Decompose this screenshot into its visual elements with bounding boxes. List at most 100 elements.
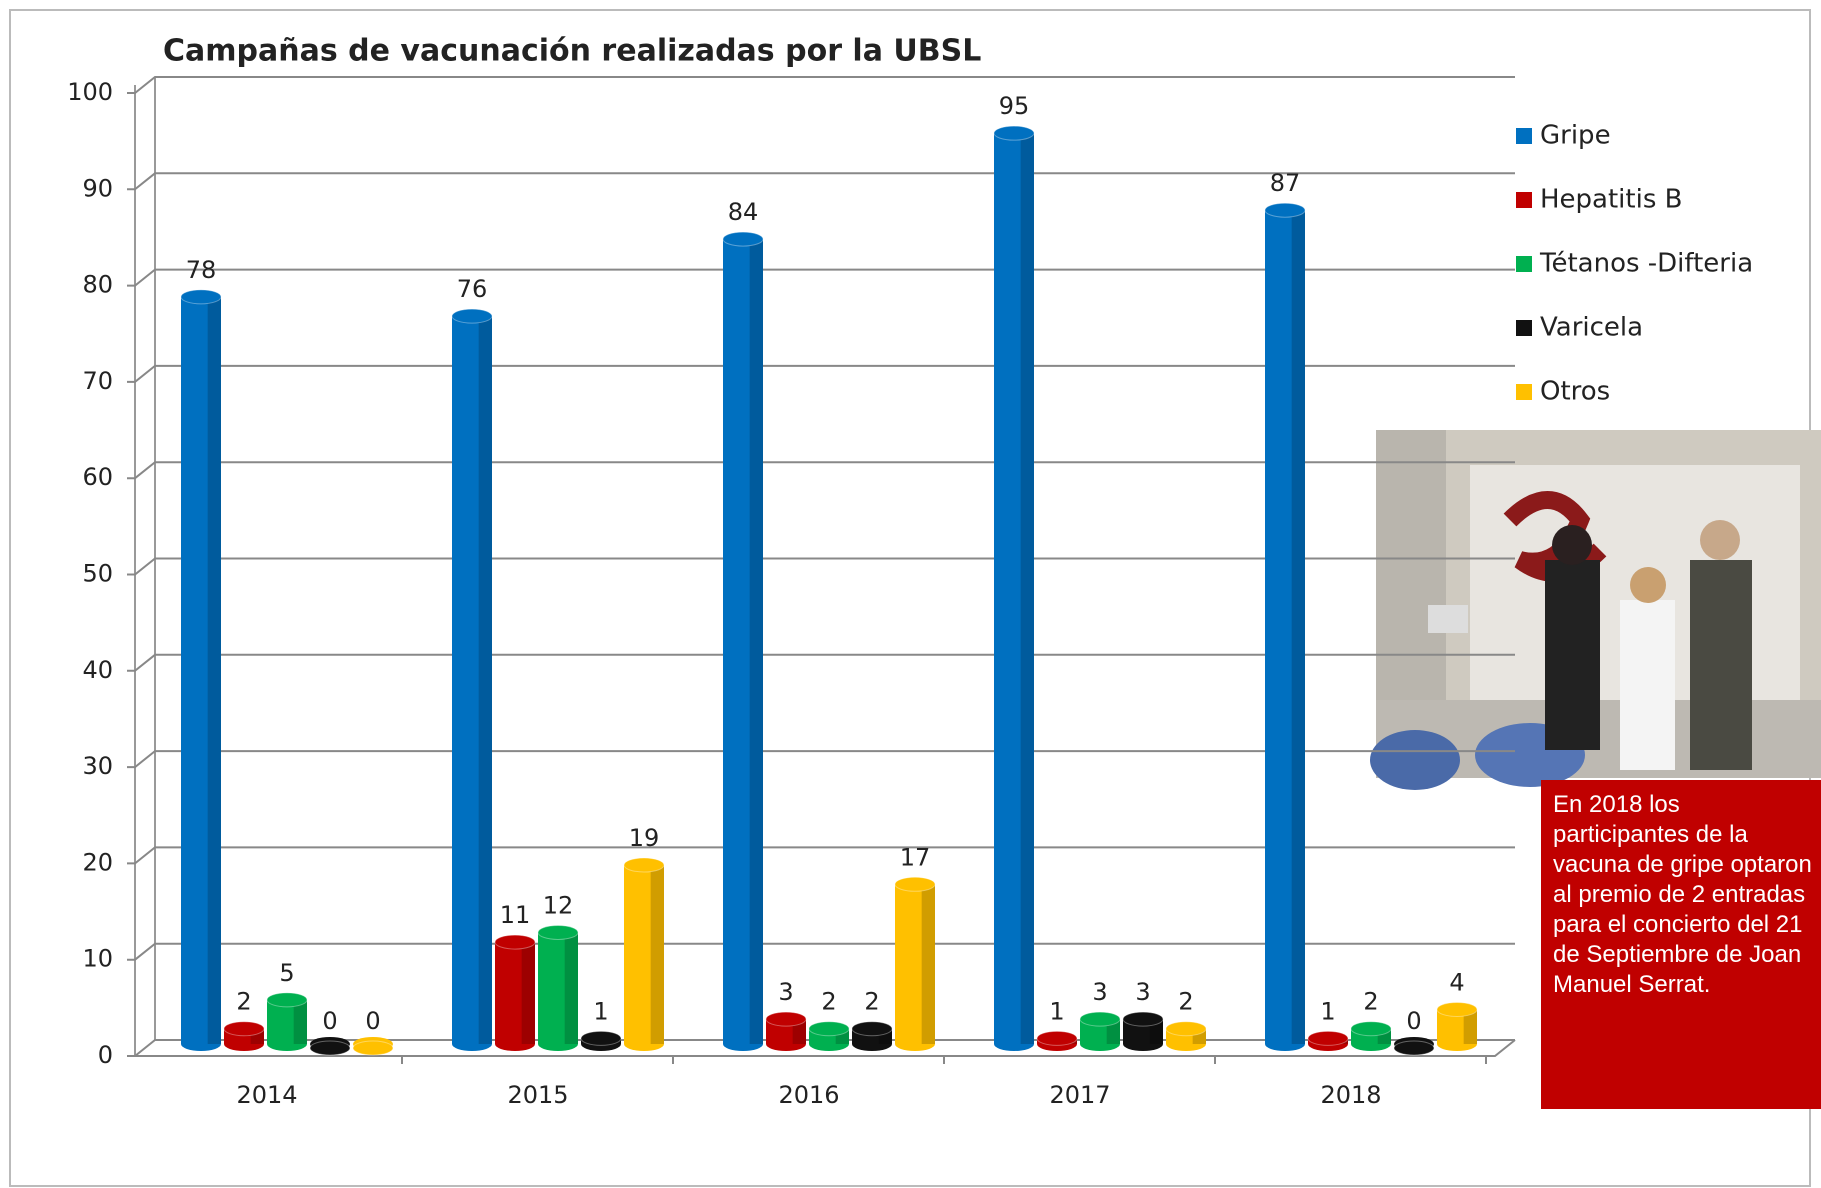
grid-line <box>127 653 1515 672</box>
bar-cap <box>894 876 936 892</box>
y-tick-label: 60 <box>82 463 113 491</box>
bar-group <box>580 1030 622 1051</box>
y-tick-label: 90 <box>82 174 113 202</box>
bar-group <box>494 934 536 1051</box>
bar <box>723 239 763 1044</box>
legend-swatch <box>1516 320 1532 336</box>
bar-cap <box>309 1040 351 1056</box>
data-label: 84 <box>728 198 759 226</box>
bar-group <box>352 1037 394 1056</box>
bar-cap <box>180 289 222 305</box>
bar-group <box>266 992 308 1051</box>
bar-cap <box>1036 1030 1078 1046</box>
bar-cap <box>808 1021 850 1037</box>
y-tick-label: 30 <box>82 752 113 780</box>
bar-shade <box>1020 133 1034 1044</box>
legend-swatch <box>1516 256 1532 272</box>
x-tick-label: 2018 <box>1320 1081 1381 1109</box>
bar-group <box>180 289 222 1051</box>
y-tick-label: 50 <box>82 560 113 588</box>
legend-label: Varicela <box>1540 313 1643 343</box>
bar-shade <box>1463 1009 1477 1044</box>
data-label: 2 <box>821 988 836 1016</box>
bar-cap <box>1436 1001 1478 1017</box>
data-label: 11 <box>500 901 531 929</box>
bar-cap <box>266 992 308 1008</box>
photo <box>1370 430 1821 790</box>
bar-cap <box>1307 1030 1349 1046</box>
bar-group <box>722 231 764 1051</box>
data-label: 2 <box>864 988 879 1016</box>
floor <box>135 1039 1516 1057</box>
data-label: 95 <box>999 92 1030 120</box>
bar-group <box>808 1021 850 1051</box>
bar <box>181 296 221 1044</box>
x-tick-label: 2014 <box>236 1081 297 1109</box>
bar-group <box>537 924 579 1051</box>
bar-group <box>1307 1030 1349 1051</box>
data-label: 19 <box>629 824 660 852</box>
bar-group <box>451 308 493 1051</box>
bar-shade <box>521 942 535 1044</box>
bar-shade <box>1106 1019 1120 1044</box>
legend-label: Hepatitis B <box>1540 185 1682 215</box>
bar-cap <box>223 1021 265 1037</box>
data-label: 5 <box>279 959 294 987</box>
bar-shade <box>1291 210 1305 1044</box>
data-label: 2 <box>1363 988 1378 1016</box>
bar-group <box>1436 1001 1478 1051</box>
bar-shade <box>921 884 935 1044</box>
bar-group <box>309 1037 351 1056</box>
bar-shade <box>650 865 664 1044</box>
data-label: 2 <box>236 988 251 1016</box>
data-label: 0 <box>1406 1007 1421 1035</box>
bar-shade <box>792 1019 806 1044</box>
data-label: 0 <box>365 1007 380 1035</box>
legend-swatch <box>1516 128 1532 144</box>
bar <box>624 865 664 1044</box>
x-tick-label: 2017 <box>1049 1081 1110 1109</box>
bar-cap <box>993 125 1035 141</box>
data-label: 3 <box>778 978 793 1006</box>
bar-cap <box>537 924 579 940</box>
bar <box>895 884 935 1044</box>
bar-group <box>223 1021 265 1051</box>
legend-label: Tétanos -Difteria <box>1539 249 1753 279</box>
bar-shade <box>478 316 492 1044</box>
legend-swatch <box>1516 192 1532 208</box>
y-tick-label: 40 <box>82 656 113 684</box>
y-tick-label: 100 <box>67 78 113 106</box>
grid-line <box>127 461 1515 480</box>
y-tick-label: 0 <box>98 1041 113 1069</box>
bar-shade <box>749 239 763 1044</box>
data-label: 17 <box>900 843 931 871</box>
bar-cap <box>1350 1021 1392 1037</box>
x-tick-label: 2016 <box>778 1081 839 1109</box>
bar <box>1265 210 1305 1044</box>
grid-line <box>127 268 1515 287</box>
bar-shade <box>207 296 221 1044</box>
data-label: 0 <box>322 1007 337 1035</box>
data-label: 1 <box>1320 997 1335 1025</box>
bar-cap <box>451 308 493 324</box>
grid-line <box>127 750 1515 769</box>
bar <box>994 133 1034 1044</box>
bar-cap <box>1079 1011 1121 1027</box>
bar-cap <box>580 1030 622 1046</box>
grid-line <box>127 364 1515 383</box>
grid-line <box>127 846 1515 865</box>
bar <box>267 999 307 1044</box>
data-label: 3 <box>1135 978 1150 1006</box>
bar-cap <box>1122 1011 1164 1027</box>
bar-cap <box>1165 1021 1207 1037</box>
data-label: 87 <box>1270 169 1301 197</box>
grid-line <box>127 557 1515 576</box>
bar-cap <box>623 857 665 873</box>
annotation: En 2018 los participantes de la vacuna d… <box>1541 780 1821 1109</box>
data-label: 78 <box>186 256 217 284</box>
legend-swatch <box>1516 384 1532 400</box>
bar-group <box>623 857 665 1051</box>
data-label: 1 <box>593 997 608 1025</box>
chart-title: Campañas de vacunación realizadas por la… <box>163 34 981 69</box>
